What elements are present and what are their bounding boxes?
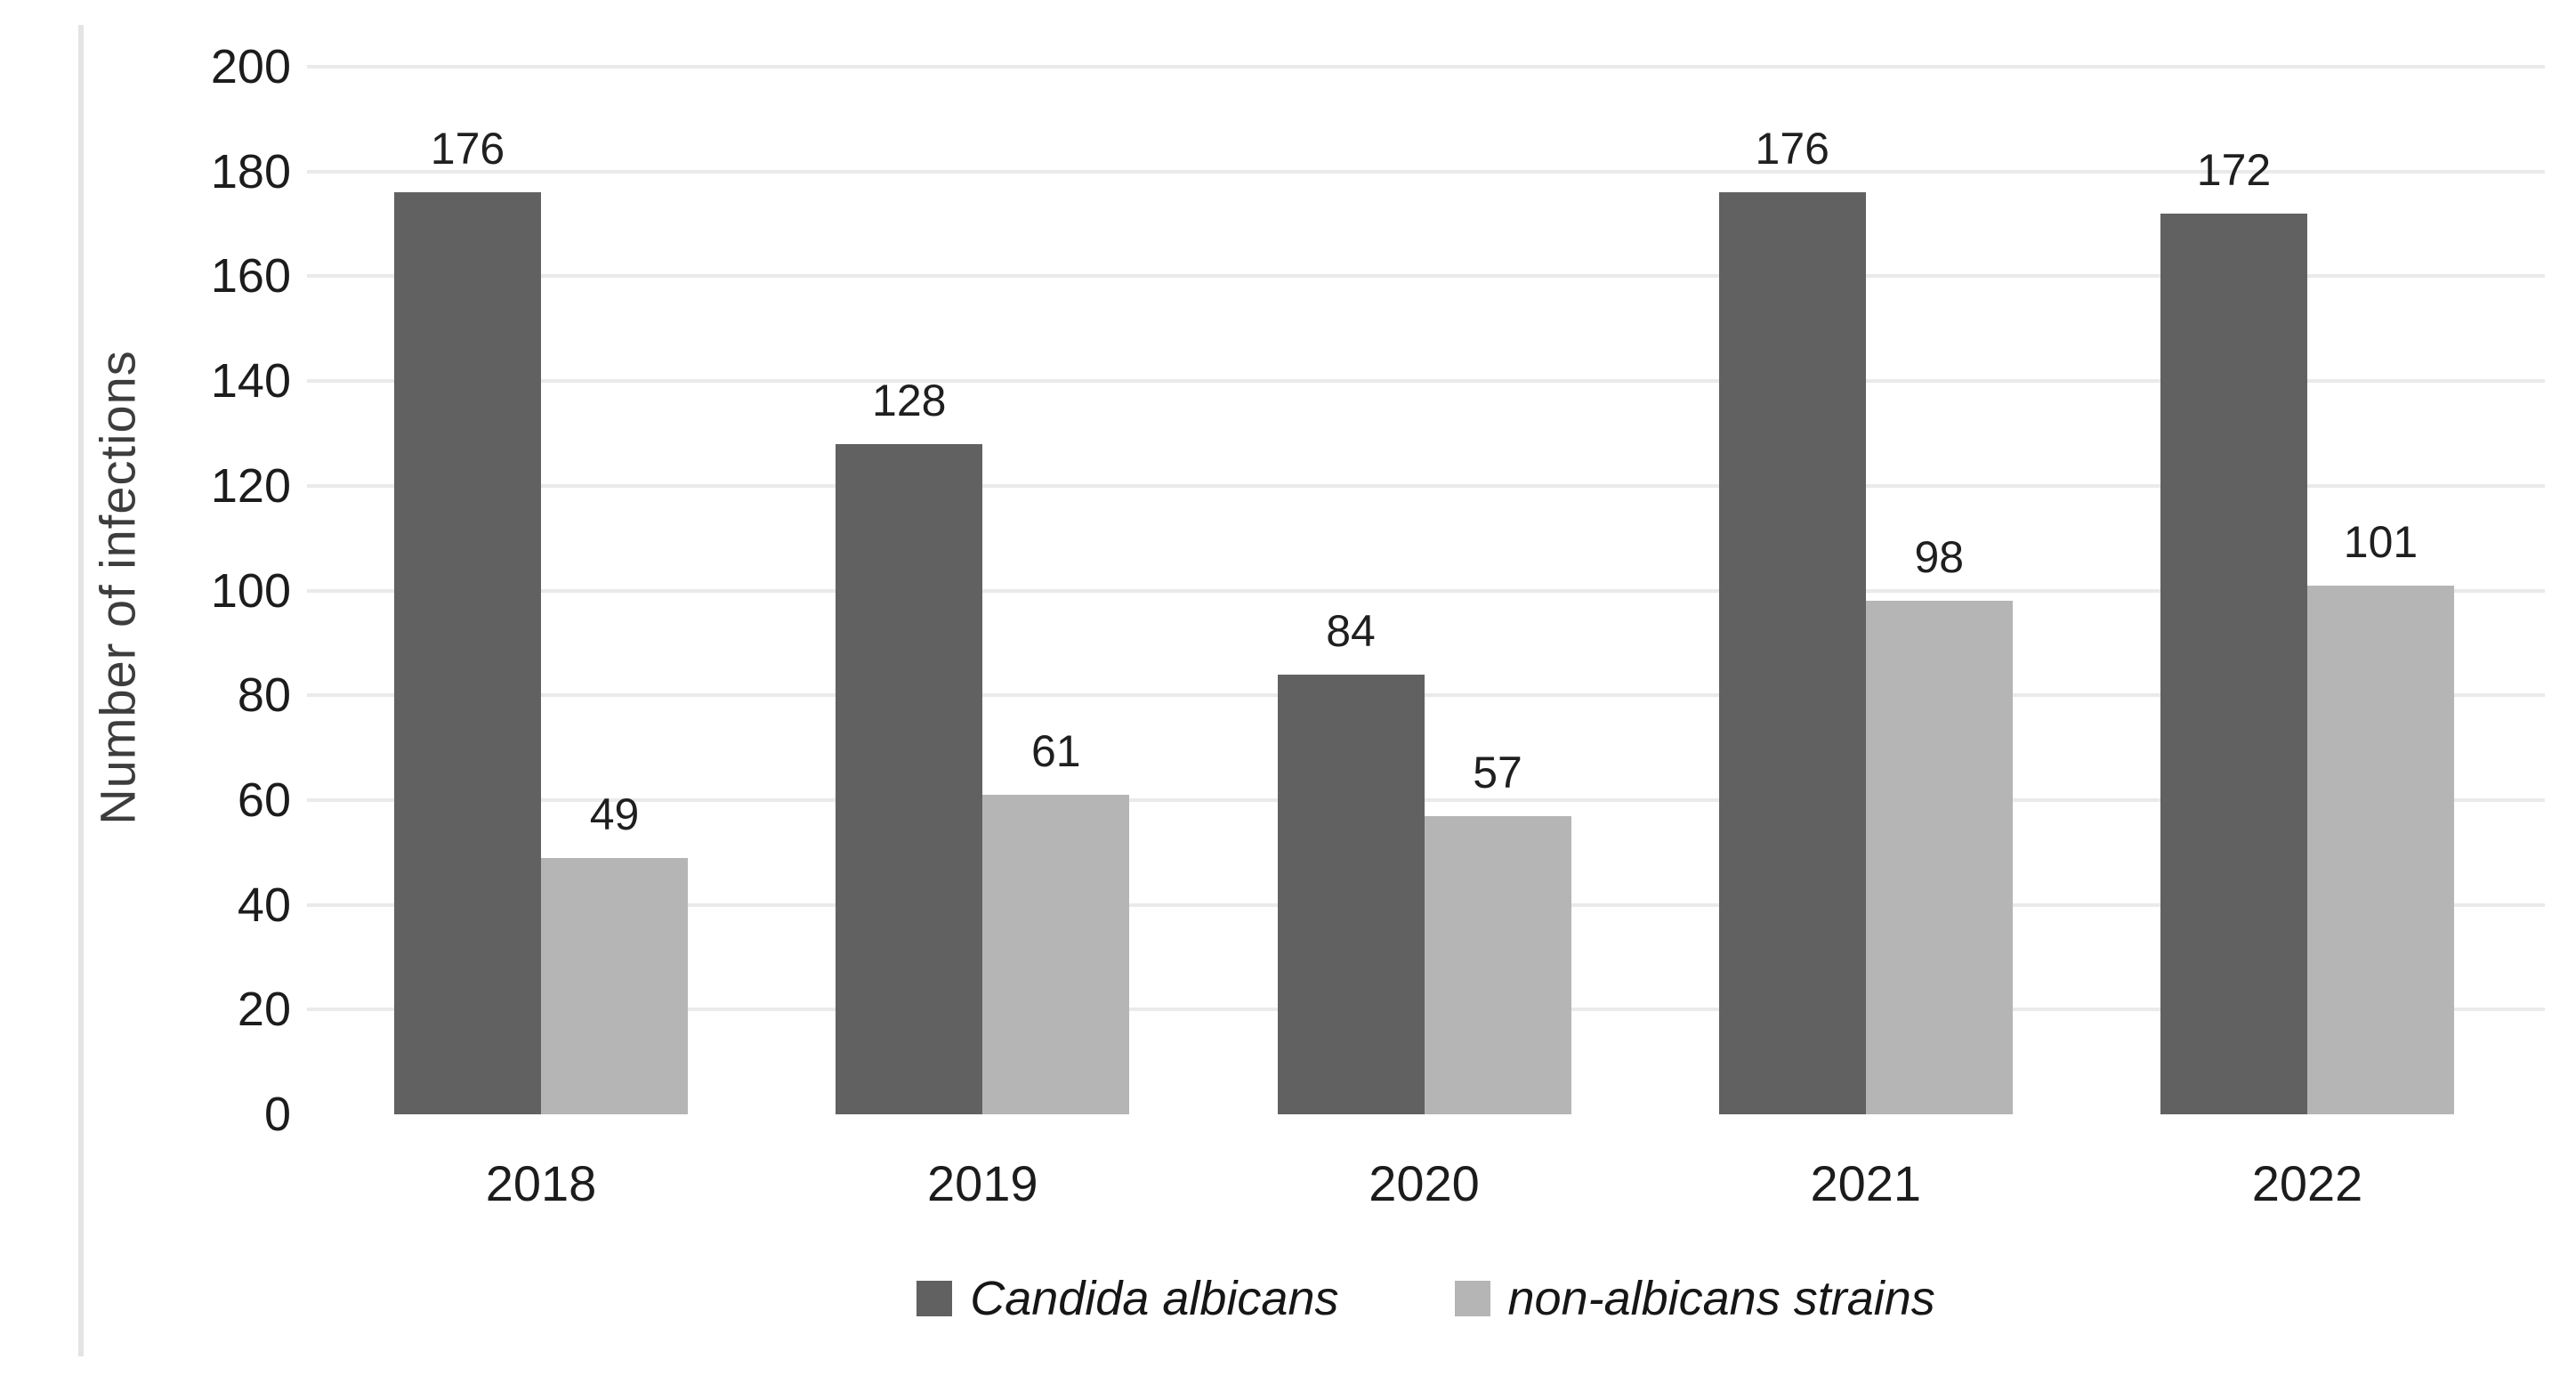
y-tick-label: 160: [210, 249, 291, 303]
y-tick-label: 100: [210, 563, 291, 618]
y-tick-label: 20: [237, 983, 291, 1037]
legend-label: non-albicans strains: [1507, 1272, 1935, 1325]
y-tick-label: 0: [263, 1088, 291, 1141]
bar-non-albicans-strains-2020: [1424, 815, 1571, 1114]
y-tick-label: 60: [237, 773, 291, 827]
left-edge-strip: [78, 25, 84, 1356]
y-axis-tick-labels: 0 20 40 60 80 100 120 140 160 180 200: [0, 40, 291, 1141]
bar-non-albicans-strains-2021: [1865, 601, 2013, 1114]
gridline: [307, 693, 2545, 698]
x-axis-label-2018: 2018: [485, 1155, 597, 1211]
y-tick-label: 40: [237, 878, 291, 932]
x-axis-label-2022: 2022: [2251, 1155, 2363, 1211]
gridline: [307, 169, 2545, 174]
bar-data-label: 98: [1914, 532, 1965, 583]
y-tick-label: 140: [210, 354, 291, 409]
y-tick-label: 200: [210, 40, 291, 93]
plot-area: 176 49 128 61 84 57 176 98 172 101: [307, 65, 2545, 1114]
y-tick-label: 80: [237, 668, 291, 723]
gridline: [307, 797, 2545, 802]
gridline: [307, 65, 2545, 69]
legend-swatch-light: [1454, 1281, 1490, 1316]
bar-non-albicans-strains-2022: [2307, 585, 2454, 1114]
bar-data-label: 57: [1473, 747, 1522, 797]
bar-non-albicans-strains-2018: [541, 857, 688, 1114]
bar-data-label: 101: [2343, 516, 2419, 567]
legend-swatch-dark: [917, 1281, 953, 1316]
bar-data-label: 128: [872, 375, 947, 425]
y-tick-label: 120: [210, 458, 291, 513]
bar-data-label: 84: [1326, 605, 1376, 656]
y-tick-label: 180: [210, 144, 291, 198]
bar-data-label: 49: [589, 789, 640, 839]
bar-candida-albicans-2018: [394, 192, 541, 1114]
bar-candida-albicans-2019: [836, 443, 983, 1114]
bar-data-label: 61: [1030, 726, 1081, 776]
x-axis-label-2020: 2020: [1369, 1155, 1480, 1211]
bar-data-label: 172: [2196, 144, 2272, 195]
bar-non-albicans-strains-2019: [982, 795, 1130, 1114]
legend-label: Candida albicans: [970, 1272, 1339, 1325]
bar-candida-albicans-2021: [1718, 192, 1866, 1114]
gridline: [307, 379, 2545, 384]
bar-data-label: 176: [430, 124, 505, 174]
bar-candida-albicans-2020: [1277, 674, 1425, 1114]
gridline: [307, 483, 2545, 488]
bar-data-label: 176: [1755, 124, 1829, 174]
legend: Candida albicans non-albicans strains: [307, 1271, 2545, 1326]
gridline: [307, 274, 2545, 279]
x-axis-label-2021: 2021: [1810, 1155, 1922, 1211]
legend-item-non-albicans: non-albicans strains: [1454, 1271, 1935, 1326]
bar-candida-albicans-2022: [2160, 213, 2307, 1114]
legend-item-candida-albicans: Candida albicans: [917, 1271, 1339, 1326]
gridline: [307, 588, 2545, 593]
x-axis-label-2019: 2019: [926, 1155, 1038, 1211]
